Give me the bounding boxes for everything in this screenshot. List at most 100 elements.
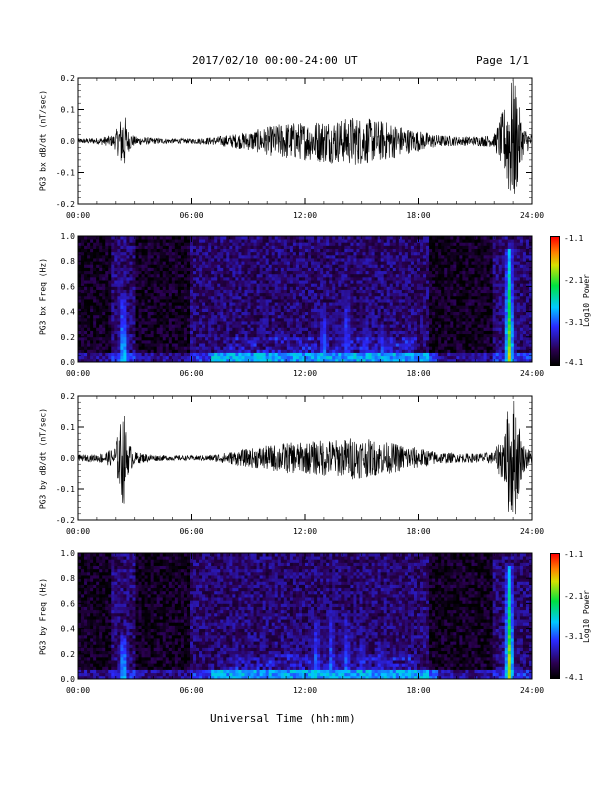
spectrogram-cell (314, 267, 318, 272)
spectrogram-cell (177, 270, 182, 275)
spectrogram-cell (144, 358, 149, 363)
spectrogram-cell (162, 302, 167, 306)
spectrogram-cell (174, 286, 179, 290)
spectrogram-cell (117, 289, 121, 294)
spectrogram-cell (126, 346, 130, 350)
spectrogram-cell (368, 355, 372, 360)
spectrogram-cell (423, 339, 427, 344)
spectrogram-cell (441, 295, 445, 300)
spectrogram-cell (84, 352, 88, 357)
spectrogram-cell (150, 270, 155, 275)
spectrogram-cell (238, 289, 242, 294)
spectrogram-cell (271, 236, 276, 240)
spectrogram-cell (398, 236, 403, 240)
spectrogram-cell (238, 236, 242, 240)
spectrogram-cell (380, 267, 385, 272)
spectrogram-cell (114, 327, 118, 331)
spectrogram-cell (78, 261, 82, 265)
spectrogram-cell (344, 299, 348, 303)
spectrogram-cell (126, 239, 130, 243)
spectrogram-cell (84, 295, 88, 300)
spectrogram-cell (129, 302, 133, 306)
spectrogram-cell (84, 254, 88, 259)
spectrogram-cell (398, 317, 403, 322)
spectrogram-cell (235, 336, 239, 341)
spectrogram-cell (99, 299, 103, 303)
spectrogram-cell (114, 352, 118, 357)
spectrogram-cell (78, 311, 82, 316)
spectrogram-cell (398, 333, 403, 338)
spectrogram-cell (147, 273, 152, 278)
spectrogram-cell (211, 321, 215, 325)
spectrogram-cell (401, 258, 406, 262)
spectrogram-cell (205, 273, 209, 278)
spectrogram-cell (305, 314, 309, 319)
spectrogram-cell (356, 276, 360, 281)
spectrogram-cell (398, 248, 403, 253)
spectrogram-cell (274, 330, 279, 335)
spectrogram-cell (126, 308, 130, 312)
spectrogram-cell (217, 321, 221, 325)
spectrogram-cell (286, 333, 291, 338)
spectrogram-cell (347, 267, 351, 272)
spectrogram-cell (226, 239, 230, 243)
spectrogram-cell (407, 248, 412, 253)
spectrogram-cell (308, 302, 312, 306)
spectrogram-cell (338, 336, 342, 341)
spectrogram-cell (295, 343, 300, 347)
spectrogram-cell (268, 276, 273, 281)
spectrogram-cell (386, 349, 391, 353)
spectrogram-cell (141, 333, 145, 338)
spectrogram-cell (174, 292, 179, 297)
spectrogram-cell (377, 349, 382, 353)
spectrogram-cell (377, 327, 382, 331)
spectrogram-cell (308, 352, 312, 357)
spectrogram-cell (114, 317, 118, 322)
spectrogram-cell (386, 330, 391, 335)
spectrogram-cell (371, 330, 376, 335)
spectrogram-cell (323, 248, 327, 253)
spectrogram-cell (96, 330, 100, 335)
spectrogram-cell (196, 339, 200, 344)
spectrogram-cell (359, 339, 363, 344)
spectrogram-cell (326, 289, 330, 294)
spectrogram-cell (274, 276, 279, 281)
spectrogram-cell (295, 330, 300, 335)
spectrogram-cell (301, 314, 306, 319)
spectrogram-cell (368, 299, 372, 303)
spectrogram-cell (186, 289, 191, 294)
spectrogram-cell (189, 292, 194, 297)
spectrogram-cell (81, 245, 85, 249)
spectrogram-cell (99, 349, 103, 353)
spectrogram-cell (223, 267, 227, 272)
spectrogram-cell (226, 317, 230, 322)
spectrogram-cell (329, 276, 333, 281)
spectrogram-cell (193, 251, 197, 256)
spectrogram-cell (235, 267, 239, 272)
spectrogram-cell (99, 292, 103, 297)
spectrogram-cell (426, 251, 430, 256)
spectrogram-cell (271, 324, 276, 328)
spectrogram-cell (99, 330, 103, 335)
spectrogram-cell (341, 321, 345, 325)
spectrogram-cell (168, 314, 173, 319)
spectrogram-cell (305, 333, 309, 338)
spectrogram-cell (413, 324, 418, 328)
spectrogram-cell (238, 314, 242, 319)
spectrogram-cell (292, 314, 297, 319)
spectrogram-cell (223, 327, 227, 331)
spectrogram-cell (99, 352, 103, 357)
spectrogram-cell (99, 302, 103, 306)
spectrogram-cell (308, 346, 312, 350)
spectrogram-cell (401, 270, 406, 275)
spectrogram-cell (401, 352, 406, 357)
spectrogram-cell (295, 327, 300, 331)
spectrogram-cell (350, 295, 354, 300)
spectrogram-cell (189, 346, 194, 350)
spectrogram-cell (268, 236, 273, 240)
spectrogram-cell (199, 248, 203, 253)
spectrogram-cell (211, 254, 215, 259)
spectrogram-cell (144, 336, 149, 341)
spectrogram-cell (295, 270, 300, 275)
spectrogram-cell (159, 333, 164, 338)
